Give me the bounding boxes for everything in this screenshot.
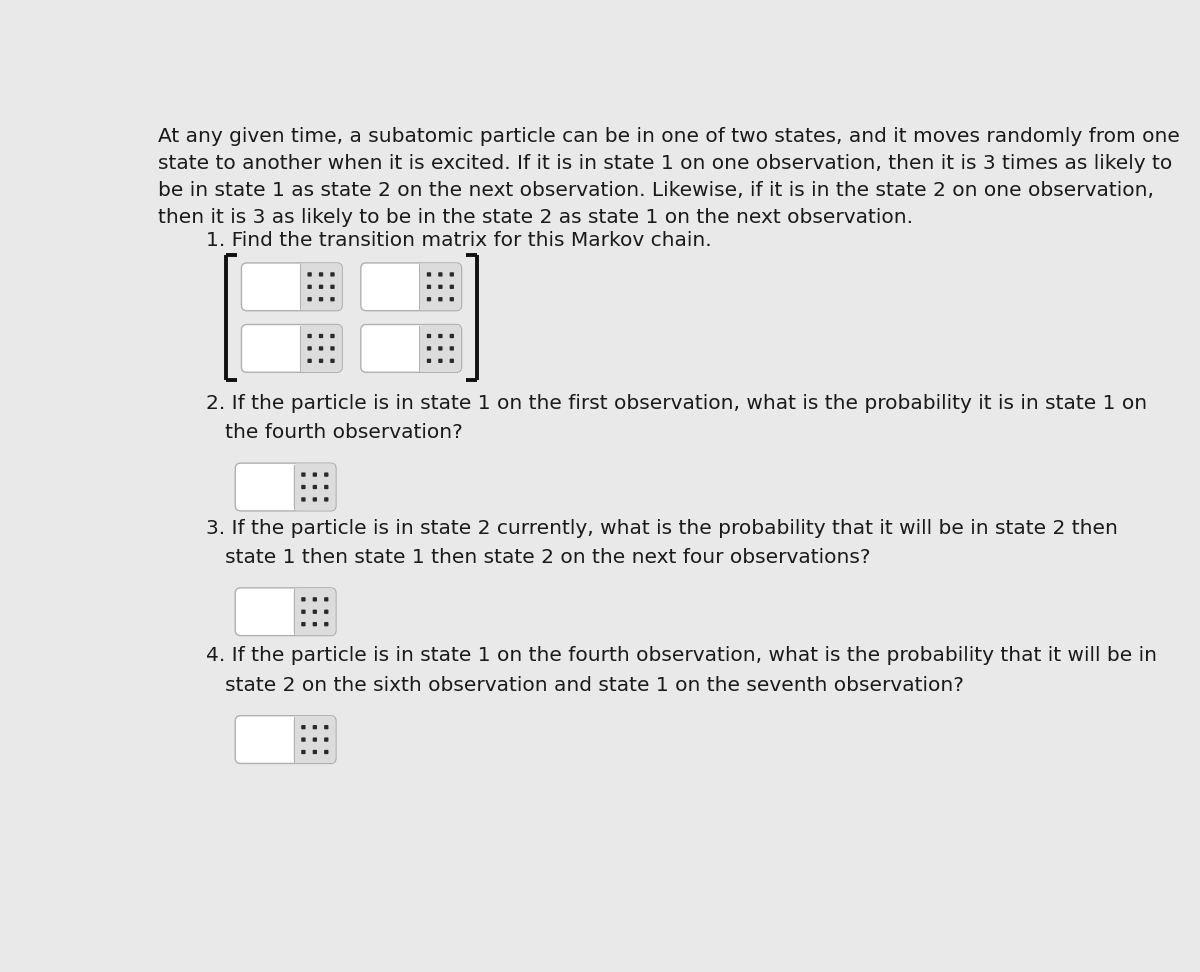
FancyBboxPatch shape bbox=[313, 609, 317, 614]
FancyBboxPatch shape bbox=[427, 272, 431, 277]
FancyBboxPatch shape bbox=[241, 325, 342, 372]
FancyBboxPatch shape bbox=[450, 285, 454, 289]
FancyBboxPatch shape bbox=[307, 359, 312, 363]
FancyBboxPatch shape bbox=[324, 738, 329, 742]
FancyBboxPatch shape bbox=[235, 588, 336, 636]
FancyBboxPatch shape bbox=[319, 346, 323, 351]
FancyBboxPatch shape bbox=[301, 472, 306, 476]
FancyBboxPatch shape bbox=[324, 725, 329, 729]
FancyBboxPatch shape bbox=[324, 609, 329, 614]
FancyBboxPatch shape bbox=[419, 263, 461, 310]
FancyBboxPatch shape bbox=[438, 285, 443, 289]
FancyBboxPatch shape bbox=[307, 333, 312, 338]
FancyBboxPatch shape bbox=[330, 359, 335, 363]
Text: 1. Find the transition matrix for this Markov chain.: 1. Find the transition matrix for this M… bbox=[206, 230, 712, 250]
FancyBboxPatch shape bbox=[300, 263, 342, 310]
Text: state 1 then state 1 then state 2 on the next four observations?: state 1 then state 1 then state 2 on the… bbox=[206, 548, 870, 567]
FancyBboxPatch shape bbox=[419, 325, 461, 372]
FancyBboxPatch shape bbox=[301, 485, 306, 489]
FancyBboxPatch shape bbox=[319, 297, 323, 301]
FancyBboxPatch shape bbox=[438, 359, 443, 363]
FancyBboxPatch shape bbox=[438, 333, 443, 338]
FancyBboxPatch shape bbox=[361, 325, 462, 372]
FancyBboxPatch shape bbox=[438, 272, 443, 277]
FancyBboxPatch shape bbox=[313, 622, 317, 626]
FancyBboxPatch shape bbox=[294, 588, 335, 636]
Text: At any given time, a subatomic particle can be in one of two states, and it move: At any given time, a subatomic particle … bbox=[157, 127, 1180, 226]
FancyBboxPatch shape bbox=[300, 325, 342, 372]
FancyBboxPatch shape bbox=[319, 272, 323, 277]
FancyBboxPatch shape bbox=[330, 272, 335, 277]
Text: the fourth observation?: the fourth observation? bbox=[206, 423, 462, 442]
FancyBboxPatch shape bbox=[313, 472, 317, 476]
FancyBboxPatch shape bbox=[324, 472, 329, 476]
FancyBboxPatch shape bbox=[235, 715, 336, 763]
FancyBboxPatch shape bbox=[324, 485, 329, 489]
FancyBboxPatch shape bbox=[438, 297, 443, 301]
FancyBboxPatch shape bbox=[330, 333, 335, 338]
FancyBboxPatch shape bbox=[241, 263, 342, 311]
FancyBboxPatch shape bbox=[450, 359, 454, 363]
FancyBboxPatch shape bbox=[330, 346, 335, 351]
FancyBboxPatch shape bbox=[301, 738, 306, 742]
FancyBboxPatch shape bbox=[330, 297, 335, 301]
FancyBboxPatch shape bbox=[301, 498, 306, 502]
FancyBboxPatch shape bbox=[324, 622, 329, 626]
FancyBboxPatch shape bbox=[450, 297, 454, 301]
FancyBboxPatch shape bbox=[294, 716, 335, 763]
FancyBboxPatch shape bbox=[294, 464, 335, 510]
FancyBboxPatch shape bbox=[301, 725, 306, 729]
FancyBboxPatch shape bbox=[324, 597, 329, 602]
FancyBboxPatch shape bbox=[313, 725, 317, 729]
FancyBboxPatch shape bbox=[450, 346, 454, 351]
FancyBboxPatch shape bbox=[301, 622, 306, 626]
FancyBboxPatch shape bbox=[450, 333, 454, 338]
FancyBboxPatch shape bbox=[307, 297, 312, 301]
FancyBboxPatch shape bbox=[307, 272, 312, 277]
FancyBboxPatch shape bbox=[319, 285, 323, 289]
FancyBboxPatch shape bbox=[427, 359, 431, 363]
FancyBboxPatch shape bbox=[235, 463, 336, 511]
FancyBboxPatch shape bbox=[450, 272, 454, 277]
FancyBboxPatch shape bbox=[313, 749, 317, 754]
FancyBboxPatch shape bbox=[301, 597, 306, 602]
Text: 4. If the particle is in state 1 on the fourth observation, what is the probabil: 4. If the particle is in state 1 on the … bbox=[206, 646, 1157, 666]
FancyBboxPatch shape bbox=[313, 485, 317, 489]
Text: state 2 on the sixth observation and state 1 on the seventh observation?: state 2 on the sixth observation and sta… bbox=[206, 676, 964, 695]
FancyBboxPatch shape bbox=[324, 498, 329, 502]
FancyBboxPatch shape bbox=[427, 285, 431, 289]
FancyBboxPatch shape bbox=[313, 597, 317, 602]
FancyBboxPatch shape bbox=[427, 297, 431, 301]
FancyBboxPatch shape bbox=[307, 346, 312, 351]
Text: 3. If the particle is in state 2 currently, what is the probability that it will: 3. If the particle is in state 2 current… bbox=[206, 519, 1117, 538]
FancyBboxPatch shape bbox=[301, 749, 306, 754]
FancyBboxPatch shape bbox=[313, 498, 317, 502]
FancyBboxPatch shape bbox=[313, 738, 317, 742]
FancyBboxPatch shape bbox=[330, 285, 335, 289]
FancyBboxPatch shape bbox=[301, 609, 306, 614]
FancyBboxPatch shape bbox=[307, 285, 312, 289]
FancyBboxPatch shape bbox=[427, 346, 431, 351]
FancyBboxPatch shape bbox=[438, 346, 443, 351]
FancyBboxPatch shape bbox=[319, 359, 323, 363]
FancyBboxPatch shape bbox=[324, 749, 329, 754]
FancyBboxPatch shape bbox=[319, 333, 323, 338]
FancyBboxPatch shape bbox=[361, 263, 462, 311]
FancyBboxPatch shape bbox=[427, 333, 431, 338]
Text: 2. If the particle is in state 1 on the first observation, what is the probabili: 2. If the particle is in state 1 on the … bbox=[206, 394, 1147, 413]
